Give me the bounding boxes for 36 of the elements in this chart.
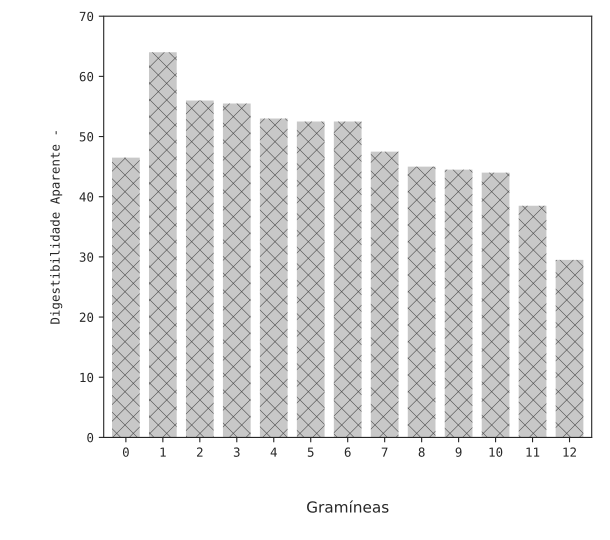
y-tick-label: 20 [80, 312, 94, 322]
bar [556, 260, 584, 438]
y-tick-label: 50 [80, 132, 94, 142]
x-tick-label: 11 [526, 448, 540, 457]
y-tick-label: 10 [80, 372, 94, 382]
x-tick-label: 3 [234, 447, 240, 457]
bar [296, 122, 325, 438]
bar [370, 152, 399, 438]
x-tick-label: 5 [308, 448, 314, 457]
y-tick-label: 30 [80, 252, 94, 262]
x-axis-title: Gramíneas [307, 500, 388, 513]
x-tick-label: 10 [490, 447, 502, 457]
bar [260, 118, 288, 438]
x-tick-label: 12 [563, 447, 576, 457]
x-tick-label: 2 [196, 447, 203, 457]
x-tick-label: 7 [382, 448, 388, 457]
x-tick-label: 6 [344, 447, 351, 457]
x-tick-label: 1 [160, 448, 166, 457]
y-tick-label: 40 [80, 192, 94, 202]
bar [482, 172, 510, 438]
x-tick-label: 9 [456, 447, 462, 457]
bar [334, 122, 362, 438]
y-tick-label: 70 [80, 12, 94, 22]
bar [444, 170, 472, 438]
x-tick-label: 0 [122, 447, 129, 457]
x-tick-label: 8 [418, 447, 425, 457]
y-tick-label: 60 [80, 72, 94, 82]
bar [222, 103, 251, 438]
bar [518, 206, 546, 438]
y-axis-title: Digestibilidade Aparente - [50, 131, 62, 324]
bar [186, 100, 214, 438]
bar [408, 166, 436, 438]
bar [148, 52, 177, 438]
y-tick-label: 0 [87, 432, 94, 442]
x-tick-label: 4 [270, 448, 277, 457]
bar [112, 158, 140, 438]
